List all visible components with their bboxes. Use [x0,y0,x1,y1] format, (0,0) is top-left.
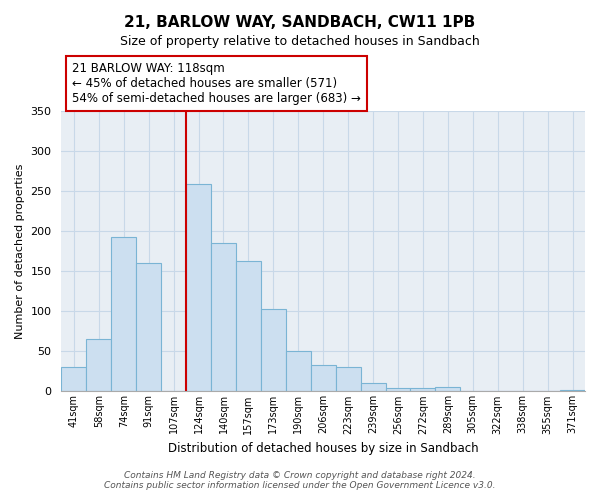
Bar [386,388,410,392]
Bar [211,243,236,392]
Bar [186,184,211,392]
Bar [261,309,286,392]
Bar [136,263,161,392]
Bar [61,368,86,392]
Bar [361,382,386,392]
Bar [436,388,460,392]
Bar [410,388,436,392]
Text: 21 BARLOW WAY: 118sqm
← 45% of detached houses are smaller (571)
54% of semi-det: 21 BARLOW WAY: 118sqm ← 45% of detached … [72,62,361,105]
Bar [86,340,111,392]
Bar [311,365,335,392]
X-axis label: Distribution of detached houses by size in Sandbach: Distribution of detached houses by size … [168,442,479,455]
Bar [286,352,311,392]
Bar [111,236,136,392]
Bar [236,262,261,392]
Bar [335,368,361,392]
Y-axis label: Number of detached properties: Number of detached properties [15,164,25,338]
Text: 21, BARLOW WAY, SANDBACH, CW11 1PB: 21, BARLOW WAY, SANDBACH, CW11 1PB [124,15,476,30]
Text: Size of property relative to detached houses in Sandbach: Size of property relative to detached ho… [120,35,480,48]
Text: Contains HM Land Registry data © Crown copyright and database right 2024.
Contai: Contains HM Land Registry data © Crown c… [104,470,496,490]
Bar [560,390,585,392]
